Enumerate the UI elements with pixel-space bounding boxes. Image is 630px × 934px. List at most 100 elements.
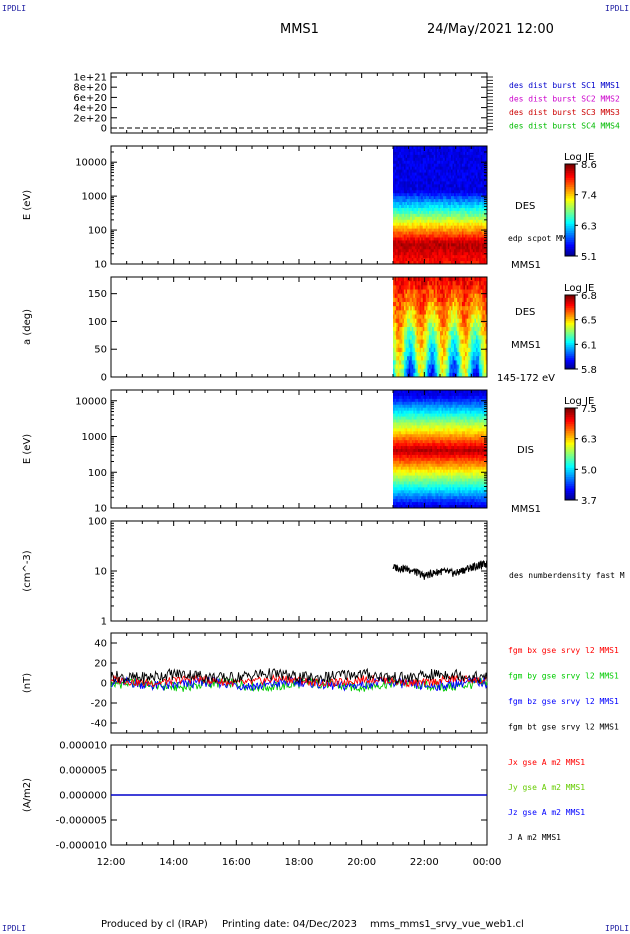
des-energy-cell — [435, 175, 438, 179]
des-energy-cell — [425, 172, 428, 176]
des-energy-cell — [414, 252, 417, 256]
des-energy-cell — [411, 255, 414, 259]
des-energy-cell — [425, 219, 428, 224]
panel-2-colorbar-tick-label: 5.8 — [581, 365, 597, 376]
des-energy-cell — [393, 210, 396, 215]
des-energy-cell — [405, 166, 408, 171]
des-energy-cell — [408, 184, 411, 188]
des-energy-cell — [433, 222, 436, 227]
des-energy-cell — [408, 231, 411, 235]
des-energy-cell — [427, 246, 430, 250]
des-energy-cell — [413, 166, 416, 171]
des-energy-cell — [427, 213, 430, 218]
des-energy-cell — [432, 181, 435, 185]
des-energy-cell — [394, 184, 397, 188]
des-energy-cell — [424, 261, 427, 265]
panel-0-y-tick-label: 2e+20 — [73, 113, 107, 124]
des-energy-cell — [436, 261, 439, 265]
des-energy-cell — [430, 246, 433, 250]
des-energy-cell — [410, 151, 413, 156]
des-energy-cell — [430, 231, 433, 235]
des-energy-cell — [432, 246, 435, 250]
des-energy-cell — [405, 175, 408, 179]
des-energy-cell — [427, 146, 430, 150]
des-energy-cell — [438, 148, 441, 153]
des-energy-cell — [410, 184, 413, 188]
des-energy-cell — [407, 199, 410, 203]
des-energy-cell — [436, 219, 439, 224]
des-energy-cell — [408, 237, 411, 241]
des-energy-cell — [436, 175, 439, 179]
des-energy-cell — [421, 193, 424, 197]
des-energy-cell — [407, 240, 410, 244]
des-energy-cell — [407, 178, 410, 182]
des-energy-cell — [438, 154, 441, 159]
des-energy-cell — [403, 243, 407, 247]
des-energy-cell — [416, 199, 419, 203]
des-energy-cell — [408, 181, 411, 185]
des-energy-cell — [438, 172, 441, 176]
des-energy-cell — [419, 187, 422, 191]
des-energy-cell — [429, 246, 432, 250]
des-energy-cell — [429, 166, 432, 171]
des-energy-cell — [430, 157, 433, 162]
des-energy-cell — [399, 178, 402, 182]
des-energy-cell — [427, 222, 430, 227]
des-energy-cell — [436, 228, 439, 233]
des-energy-cell — [429, 216, 432, 221]
des-energy-cell — [396, 178, 399, 182]
des-energy-cell — [402, 196, 405, 200]
des-energy-cell — [400, 160, 403, 165]
des-energy-cell — [394, 213, 397, 218]
des-energy-cell — [421, 146, 424, 150]
des-energy-cell — [427, 240, 430, 244]
des-energy-cell — [394, 240, 397, 244]
des-energy-cell — [416, 166, 419, 171]
des-energy-cell — [399, 225, 402, 230]
des-energy-cell — [427, 184, 430, 188]
des-energy-cell — [416, 207, 419, 212]
des-energy-cell — [408, 210, 411, 215]
des-energy-cell — [396, 255, 399, 259]
des-energy-cell — [414, 181, 417, 185]
des-energy-cell — [433, 178, 436, 182]
des-energy-cell — [394, 172, 397, 176]
des-energy-cell — [405, 258, 408, 262]
des-energy-cell — [408, 187, 411, 191]
des-energy-cell — [396, 187, 399, 191]
des-energy-cell — [394, 243, 397, 247]
des-energy-cell — [427, 225, 430, 230]
des-energy-cell — [435, 261, 438, 265]
des-energy-cell — [427, 219, 430, 224]
des-energy-cell — [429, 255, 432, 259]
des-energy-cell — [422, 234, 425, 238]
des-energy-cell — [408, 222, 411, 227]
des-energy-cell — [419, 252, 422, 256]
des-energy-cell — [430, 193, 433, 197]
des-energy-cell — [419, 228, 422, 233]
des-energy-cell — [419, 178, 422, 182]
des-energy-cell — [413, 240, 416, 244]
des-energy-cell — [403, 151, 407, 156]
des-energy-cell — [403, 193, 407, 197]
panel-2-instrument-label: DES — [515, 307, 535, 318]
des-energy-cell — [396, 240, 399, 244]
panel-1-colorbar-tick-label: 8.6 — [581, 160, 597, 171]
des-energy-cell — [429, 249, 432, 253]
des-energy-cell — [424, 210, 427, 215]
des-energy-cell — [393, 199, 396, 203]
des-energy-cell — [419, 222, 422, 227]
des-energy-cell — [422, 175, 425, 179]
des-energy-cell — [396, 216, 399, 221]
des-energy-cell — [411, 157, 414, 162]
des-energy-cell — [410, 146, 413, 150]
des-energy-cell — [422, 225, 425, 230]
des-energy-cell — [397, 154, 400, 159]
des-energy-cell — [414, 154, 417, 159]
des-energy-cell — [432, 255, 435, 259]
des-energy-cell — [421, 219, 424, 224]
des-energy-cell — [427, 216, 430, 221]
des-energy-cell — [393, 160, 396, 165]
des-energy-cell — [438, 163, 441, 168]
des-energy-cell — [414, 196, 417, 200]
